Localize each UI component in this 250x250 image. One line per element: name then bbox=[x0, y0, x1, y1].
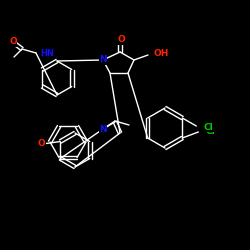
Text: N: N bbox=[99, 126, 107, 134]
Text: Cl: Cl bbox=[205, 126, 215, 136]
Text: N: N bbox=[99, 56, 107, 64]
Text: O: O bbox=[117, 36, 125, 44]
Text: HN: HN bbox=[40, 48, 54, 58]
Text: O: O bbox=[38, 139, 45, 148]
Text: Cl: Cl bbox=[203, 122, 213, 132]
Text: O: O bbox=[9, 38, 17, 46]
Text: OH: OH bbox=[153, 50, 168, 58]
